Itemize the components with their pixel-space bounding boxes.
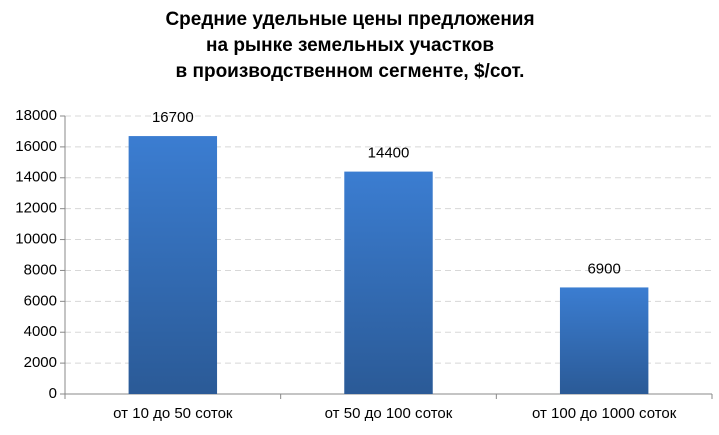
bar-shade: [344, 171, 433, 394]
y-tick-label: 16000: [15, 138, 57, 155]
y-tick-label: 0: [49, 385, 57, 402]
y-tick-label: 6000: [24, 292, 57, 309]
chart-title: Средние удельные цены предложения: [165, 9, 534, 30]
y-tick-label: 12000: [15, 200, 57, 217]
y-tick-label: 4000: [24, 323, 57, 340]
value-label: 16700: [152, 109, 194, 126]
y-tick-label: 14000: [15, 169, 57, 186]
chart-title: в производственном сегменте, $/сот.: [176, 61, 525, 82]
y-tick-label: 8000: [24, 261, 57, 278]
bar-shade: [559, 287, 649, 394]
y-tick-label: 10000: [15, 231, 57, 248]
x-tick-label: от 10 до 50 соток: [113, 405, 233, 422]
value-label: 14400: [368, 145, 410, 162]
y-tick-label: 18000: [15, 107, 57, 124]
x-tick-label: от 50 до 100 соток: [325, 405, 453, 422]
chart-title: на рынке земельных участков: [206, 35, 494, 56]
y-tick-label: 2000: [24, 354, 57, 371]
bar-shade: [128, 136, 218, 395]
value-label: 6900: [587, 260, 620, 277]
x-tick-label: от 100 до 1000 соток: [532, 405, 677, 422]
